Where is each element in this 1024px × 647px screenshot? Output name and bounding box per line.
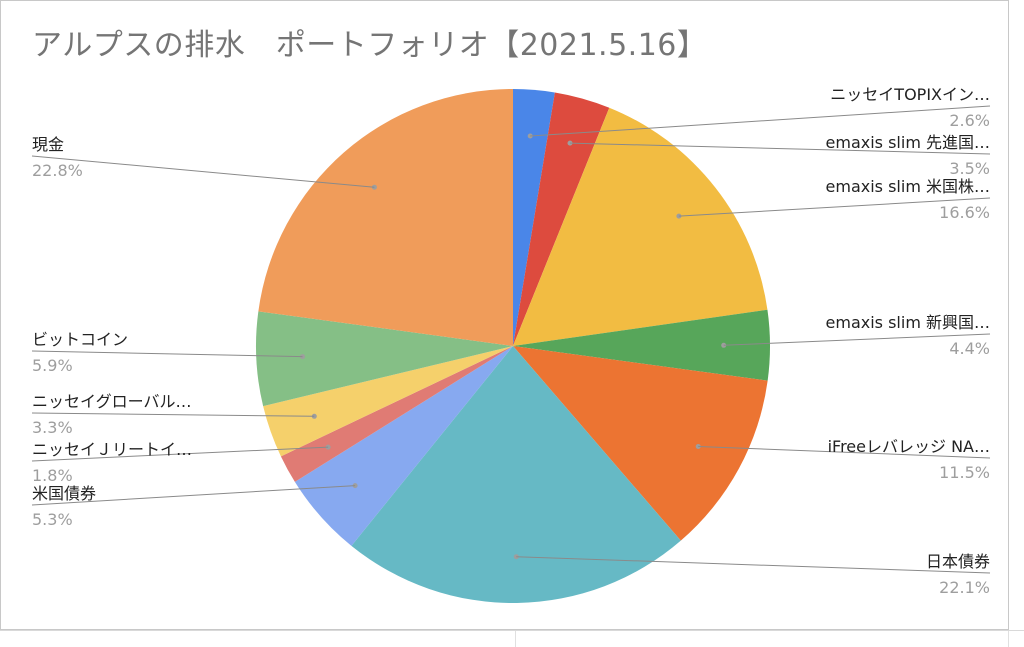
slice-percentage: 5.3% bbox=[32, 510, 73, 529]
slice-percentage: 4.4% bbox=[949, 339, 990, 358]
slice-label: 現金 bbox=[32, 135, 64, 154]
pie-slice bbox=[513, 92, 610, 346]
pie-slice bbox=[513, 89, 555, 346]
leader-line bbox=[530, 105, 991, 137]
pie-slice bbox=[280, 346, 513, 482]
slice-percentage: 22.1% bbox=[939, 578, 990, 597]
slice-percentage: 1.8% bbox=[32, 466, 73, 485]
slice-label: emaxis slim 先進国… bbox=[826, 133, 990, 152]
pie-slice bbox=[351, 346, 681, 604]
slice-percentage: 5.9% bbox=[32, 356, 73, 375]
pie-slice bbox=[256, 311, 513, 407]
slice-label: ビットコイン bbox=[32, 330, 128, 349]
pie-slices bbox=[256, 89, 771, 604]
pie-slice bbox=[263, 346, 513, 457]
slice-percentage: 16.6% bbox=[939, 203, 990, 222]
slice-label: 米国債券 bbox=[32, 484, 96, 503]
leader-line bbox=[723, 333, 991, 346]
slice-label: ニッセイグローバル… bbox=[32, 392, 192, 411]
slice-percentage: 11.5% bbox=[939, 463, 990, 482]
leader-line bbox=[31, 485, 356, 506]
slice-percentage: 3.5% bbox=[949, 159, 990, 178]
slice-percentage: 3.3% bbox=[32, 418, 73, 437]
slice-label: iFreeレバレッジ NA… bbox=[828, 437, 990, 456]
slice-label: 日本債券 bbox=[926, 552, 990, 571]
leader-line bbox=[678, 197, 991, 217]
slice-label: ニッセイＪリートイ… bbox=[32, 440, 192, 459]
pie-slice bbox=[294, 346, 513, 546]
chart-title: アルプスの排水 ポートフォリオ【2021.5.16】 bbox=[32, 28, 708, 63]
spreadsheet-gridlines bbox=[0, 630, 1024, 647]
pie-slice bbox=[258, 89, 513, 346]
slice-label: ニッセイTOPIXイン… bbox=[830, 85, 990, 104]
leader-line bbox=[31, 412, 315, 417]
slice-percentage: 2.6% bbox=[949, 111, 990, 130]
leader-line bbox=[31, 350, 303, 358]
pie-slice bbox=[513, 346, 768, 541]
slice-label: emaxis slim 米国株… bbox=[826, 177, 990, 196]
leader-line bbox=[31, 446, 329, 462]
leader-line bbox=[516, 556, 991, 574]
leader-lines bbox=[31, 105, 991, 574]
pie-slice bbox=[513, 309, 771, 381]
slice-percentage: 22.8% bbox=[32, 161, 83, 180]
pie-slice bbox=[513, 107, 768, 346]
leader-line bbox=[698, 446, 991, 459]
slice-label: emaxis slim 新興国… bbox=[826, 313, 990, 332]
leader-line bbox=[31, 155, 375, 188]
slice-labels: ニッセイTOPIXイン…2.6%emaxis slim 先進国…3.5%emax… bbox=[32, 85, 990, 597]
leader-line bbox=[569, 142, 991, 155]
